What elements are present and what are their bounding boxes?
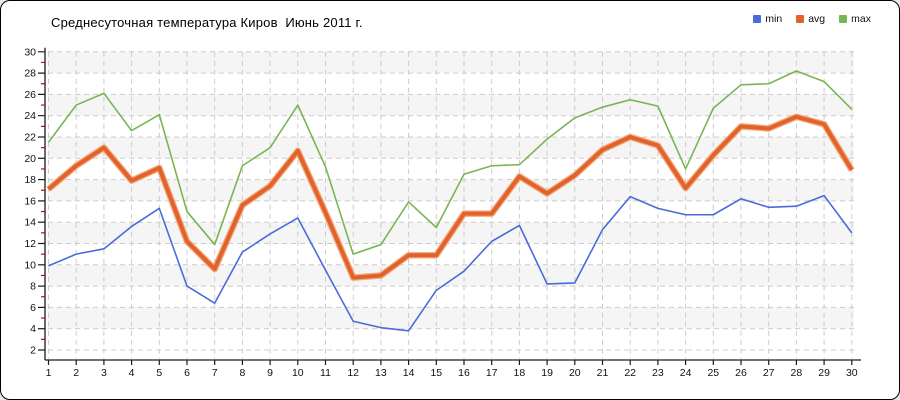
y-tick-label: 4 bbox=[30, 323, 36, 335]
x-tick-label: 11 bbox=[320, 367, 331, 379]
y-tick-label: 16 bbox=[24, 195, 36, 207]
x-tick-label: 19 bbox=[541, 367, 553, 379]
x-tick-label: 16 bbox=[458, 367, 470, 379]
y-tick-label: 10 bbox=[24, 259, 36, 271]
x-tick-label: 23 bbox=[652, 367, 664, 379]
y-tick-label: 14 bbox=[24, 217, 36, 229]
avg-line bbox=[47, 114, 854, 280]
legend-label-min: min bbox=[765, 13, 783, 25]
x-tick-label: 3 bbox=[101, 367, 107, 379]
x-tick-label: 2 bbox=[73, 367, 79, 379]
x-tick-label: 15 bbox=[430, 367, 442, 379]
x-tick-label: 7 bbox=[212, 367, 218, 379]
x-tick-label: 22 bbox=[624, 367, 636, 379]
x-tick-label: 8 bbox=[239, 367, 245, 379]
x-tick-label: 1 bbox=[46, 367, 52, 379]
plot-band bbox=[48, 51, 854, 74]
max-swatch-icon bbox=[839, 15, 848, 23]
x-tick-label: 6 bbox=[184, 367, 190, 379]
y-tick-label: 12 bbox=[24, 238, 36, 250]
y-tick-label: 28 bbox=[24, 68, 36, 80]
x-tick-label: 21 bbox=[597, 367, 609, 379]
plot-band bbox=[48, 307, 854, 329]
min-swatch-icon bbox=[753, 15, 762, 23]
y-tick-label: 6 bbox=[30, 302, 36, 314]
x-tick-label: 5 bbox=[156, 367, 162, 379]
plot-band bbox=[48, 94, 854, 116]
legend-label-max: max bbox=[851, 13, 871, 25]
x-tick-label: 28 bbox=[791, 367, 803, 379]
chart-title: Среднесуточная температура Киров Июнь 20… bbox=[51, 15, 363, 30]
x-tick-label: 10 bbox=[292, 367, 304, 379]
x-tick-label: 4 bbox=[129, 367, 135, 379]
x-tick-label: 18 bbox=[514, 367, 526, 379]
y-tick-label: 24 bbox=[24, 110, 36, 122]
x-tick-label: 9 bbox=[267, 367, 273, 379]
x-tick-label: 27 bbox=[763, 367, 775, 379]
x-tick-label: 17 bbox=[486, 367, 498, 379]
legend-item-avg[interactable]: avg bbox=[796, 13, 825, 25]
y-tick-label: 8 bbox=[30, 281, 36, 293]
y-tick-label: 22 bbox=[24, 132, 36, 144]
legend-label-avg: avg bbox=[808, 13, 826, 25]
x-tick-label: 29 bbox=[818, 367, 830, 379]
x-tick-label: 20 bbox=[569, 367, 581, 379]
y-tick-label: 26 bbox=[24, 89, 36, 101]
y-tick-label: 30 bbox=[24, 46, 36, 58]
legend-item-min[interactable]: min bbox=[753, 13, 782, 25]
plot-band bbox=[48, 264, 854, 287]
x-tick-label: 13 bbox=[375, 367, 387, 379]
x-tick-label: 26 bbox=[735, 367, 747, 379]
min-line bbox=[48, 194, 853, 332]
x-tick-label: 12 bbox=[347, 367, 359, 379]
x-tick-label: 24 bbox=[680, 367, 692, 379]
avg-swatch-icon bbox=[796, 15, 805, 23]
x-tick-label: 25 bbox=[707, 367, 719, 379]
max-line bbox=[47, 70, 853, 255]
plot-band bbox=[48, 179, 854, 201]
legend: min avg max bbox=[753, 13, 871, 25]
y-tick-label: 20 bbox=[24, 153, 36, 165]
x-tick-label: 30 bbox=[846, 367, 858, 379]
x-tick-label: 14 bbox=[403, 367, 415, 379]
legend-item-max[interactable]: max bbox=[839, 13, 871, 25]
y-tick-label: 2 bbox=[30, 345, 36, 357]
y-tick-label: 18 bbox=[24, 174, 36, 186]
